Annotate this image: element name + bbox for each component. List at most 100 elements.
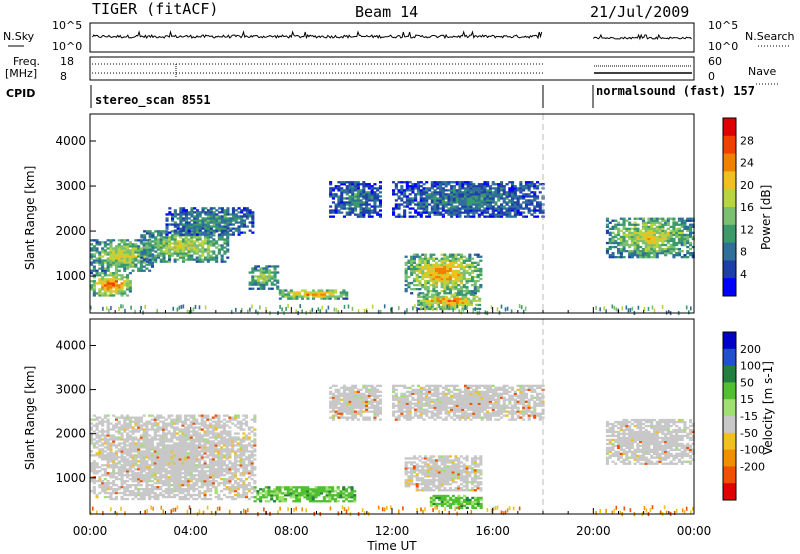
echo-cell [664, 243, 668, 247]
echo-cell [98, 259, 102, 262]
echo-cell [454, 255, 458, 258]
echo-cell [437, 273, 441, 277]
echo-cell [653, 247, 657, 251]
echo-cell [98, 280, 102, 283]
echo-cell [362, 189, 366, 192]
nsky-line [92, 30, 543, 40]
echo-cell [112, 454, 116, 457]
echo-cell [455, 301, 459, 304]
echo-cell [690, 306, 692, 311]
echo-cell [683, 256, 687, 259]
echo-cell [173, 225, 177, 228]
echo-cell [101, 428, 105, 431]
echo-cell [459, 286, 463, 289]
echo-cell [184, 229, 188, 232]
echo-cell [92, 424, 96, 427]
echo-cell [354, 209, 358, 212]
echo-cell [513, 195, 517, 198]
echo-cell [281, 307, 283, 312]
echo-cell [159, 434, 163, 437]
echo-cell [150, 265, 154, 268]
echo-cell [403, 211, 407, 214]
echo-cell [153, 456, 157, 459]
echo-cell [145, 491, 149, 495]
echo-cell [137, 426, 141, 429]
echo-cell [120, 304, 122, 309]
echo-cell [251, 271, 255, 274]
echo-cell [204, 236, 208, 239]
echo-cell [142, 476, 146, 479]
echo-cell [348, 183, 352, 186]
echo-cell [680, 225, 684, 228]
echo-cell [278, 293, 282, 296]
echo-cell [131, 442, 135, 445]
echo-cell [404, 288, 408, 291]
echo-cell [101, 430, 105, 433]
echo-cell [192, 444, 196, 447]
echo-cell [422, 305, 426, 309]
echo-cell [209, 209, 213, 212]
echo-cell [145, 472, 149, 475]
echo-cell [422, 189, 426, 192]
echo-cell [464, 193, 468, 196]
echo-cell [109, 474, 113, 477]
echo-cell [128, 424, 132, 427]
echo-cell [419, 213, 423, 216]
echo-cell [298, 291, 302, 294]
echo-cell [123, 420, 127, 423]
echo-cell [203, 416, 207, 419]
echo-cell [650, 221, 654, 224]
echo-cell [459, 290, 463, 293]
echo-cell [168, 213, 172, 216]
echo-cell [176, 250, 180, 253]
echo-cell [209, 450, 213, 453]
echo-cell [106, 488, 110, 491]
echo-cell [345, 197, 349, 200]
echo-cell [669, 243, 673, 247]
echo-cell [130, 305, 132, 310]
echo-cell [162, 238, 166, 241]
echo-cell [472, 189, 476, 192]
echo-cell [190, 230, 194, 233]
echo-cell [103, 486, 107, 489]
echo-cell [273, 265, 277, 268]
echo-cell [491, 211, 495, 214]
echo-cell [448, 273, 452, 277]
echo-cell [98, 282, 102, 285]
echo-cell [159, 488, 163, 491]
echo-cell [106, 430, 110, 433]
echo-cell [217, 493, 221, 497]
echo-cell [686, 235, 690, 239]
echo-cell [419, 201, 423, 204]
echo-cell [672, 233, 676, 237]
echo-cell [150, 495, 154, 499]
echo-cell [184, 252, 188, 255]
echo-cell [356, 205, 360, 208]
echo-cell [430, 187, 434, 190]
echo-cell [200, 497, 204, 501]
echo-cell [448, 261, 452, 264]
echo-cell [312, 293, 316, 296]
echo-cell [123, 243, 127, 246]
echo-cell [192, 490, 196, 493]
echo-cell [200, 470, 204, 473]
echo-cell [408, 197, 412, 200]
echo-cell [150, 261, 154, 264]
echo-cell [410, 281, 414, 285]
echo-cell [159, 468, 163, 471]
echo-cell [181, 482, 185, 485]
echo-cell [179, 256, 183, 259]
echo-cell [120, 436, 124, 439]
echo-cell [170, 440, 174, 443]
echo-cell [245, 207, 249, 210]
echo-cell [458, 293, 462, 296]
echo-cell [505, 213, 509, 216]
echo-cell [522, 195, 526, 198]
echo-cell [180, 304, 183, 309]
echo-cell [209, 256, 213, 259]
echo-cell [142, 454, 146, 457]
echo-cell [187, 250, 191, 253]
echo-cell [320, 297, 324, 300]
echo-cell [359, 203, 363, 206]
echo-cell [527, 199, 531, 202]
